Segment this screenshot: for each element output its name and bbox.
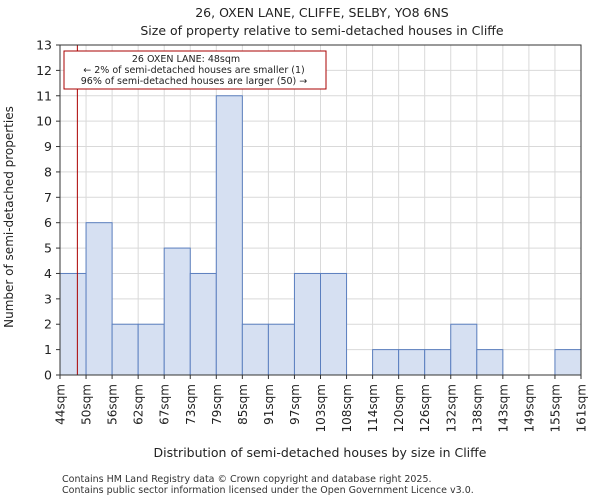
- y-tick-label: 6: [44, 215, 52, 230]
- x-tick-label: 44sqm: [54, 384, 68, 425]
- bar: [554, 349, 582, 376]
- bar: [476, 349, 504, 376]
- y-tick-label: 4: [44, 266, 52, 281]
- x-tick-label: 161sqm: [575, 384, 589, 432]
- bar: [85, 222, 113, 376]
- bar: [398, 349, 426, 376]
- annotation-box: 26 OXEN LANE: 48sqm ← 2% of semi-detache…: [63, 50, 327, 90]
- chart-title-line2: Size of property relative to semi-detach…: [140, 23, 504, 38]
- x-tick-label: 132sqm: [444, 384, 458, 432]
- bar: [137, 323, 165, 376]
- x-tick-label: 62sqm: [132, 384, 146, 425]
- y-tick-label: 0: [44, 368, 52, 383]
- y-tick-label: 5: [44, 241, 52, 256]
- bars: [59, 95, 582, 376]
- x-tick-label: 103sqm: [314, 384, 328, 432]
- x-tick-label: 155sqm: [548, 384, 562, 432]
- x-tick-label: 120sqm: [392, 384, 406, 432]
- x-tick-label: 67sqm: [158, 384, 172, 425]
- annotation-line2: ← 2% of semi-detached houses are smaller…: [83, 65, 304, 76]
- x-tick-label: 97sqm: [288, 384, 302, 425]
- y-tick-label: 12: [36, 63, 52, 78]
- y-tick-label: 10: [36, 114, 52, 129]
- bar: [189, 272, 217, 376]
- bar: [111, 323, 139, 376]
- y-tick-label: 1: [44, 342, 52, 357]
- y-tick-label: 9: [44, 139, 52, 154]
- x-tick-label: 50sqm: [80, 384, 94, 425]
- x-tick-label: 56sqm: [106, 384, 120, 425]
- annotation-line1: 26 OXEN LANE: 48sqm: [132, 54, 240, 65]
- x-tick-label: 91sqm: [262, 384, 276, 425]
- annotation-line3: 96% of semi-detached houses are larger (…: [81, 76, 308, 87]
- bar: [450, 323, 478, 376]
- y-tick-label: 3: [44, 291, 52, 306]
- bar: [267, 323, 295, 376]
- y-tick-label: 8: [44, 164, 52, 179]
- x-axis-label: Distribution of semi-detached houses by …: [154, 445, 487, 460]
- bar: [320, 272, 348, 376]
- chart-title-line1: 26, OXEN LANE, CLIFFE, SELBY, YO8 6NS: [195, 5, 449, 20]
- y-tick-label: 2: [44, 317, 52, 332]
- bar: [163, 247, 191, 376]
- bar: [59, 272, 87, 376]
- y-tick-label: 13: [36, 38, 52, 53]
- bar: [293, 272, 322, 376]
- y-axis-label: Number of semi-detached properties: [2, 106, 16, 328]
- x-tick-label: 85sqm: [236, 384, 250, 425]
- footer-line2: Contains public sector information licen…: [62, 485, 474, 496]
- x-tick-label: 73sqm: [184, 384, 198, 425]
- y-tick-label: 7: [44, 190, 52, 205]
- x-tick-label: 143sqm: [496, 384, 510, 432]
- x-tick-label: 138sqm: [470, 384, 484, 432]
- x-axis-ticks: 44sqm 50sqm 56sqm 62sqm 67sqm 73sqm 79sqm 85sqm…: [54, 375, 589, 432]
- footer-line1: Contains HM Land Registry data © Crown c…: [62, 474, 432, 485]
- bar: [372, 349, 400, 376]
- bar: [424, 349, 452, 376]
- x-tick-label: 126sqm: [418, 384, 432, 432]
- x-tick-label: 108sqm: [340, 384, 354, 432]
- bar: [241, 323, 269, 376]
- annotation-frame: [63, 50, 327, 90]
- y-tick-label: 11: [36, 88, 52, 103]
- x-tick-label: 149sqm: [522, 384, 536, 432]
- x-tick-label: 79sqm: [210, 384, 224, 425]
- bar: [215, 95, 243, 376]
- x-tick-label: 114sqm: [366, 384, 380, 432]
